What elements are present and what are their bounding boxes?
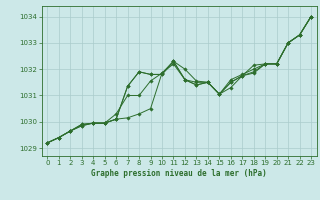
X-axis label: Graphe pression niveau de la mer (hPa): Graphe pression niveau de la mer (hPa) <box>91 169 267 178</box>
